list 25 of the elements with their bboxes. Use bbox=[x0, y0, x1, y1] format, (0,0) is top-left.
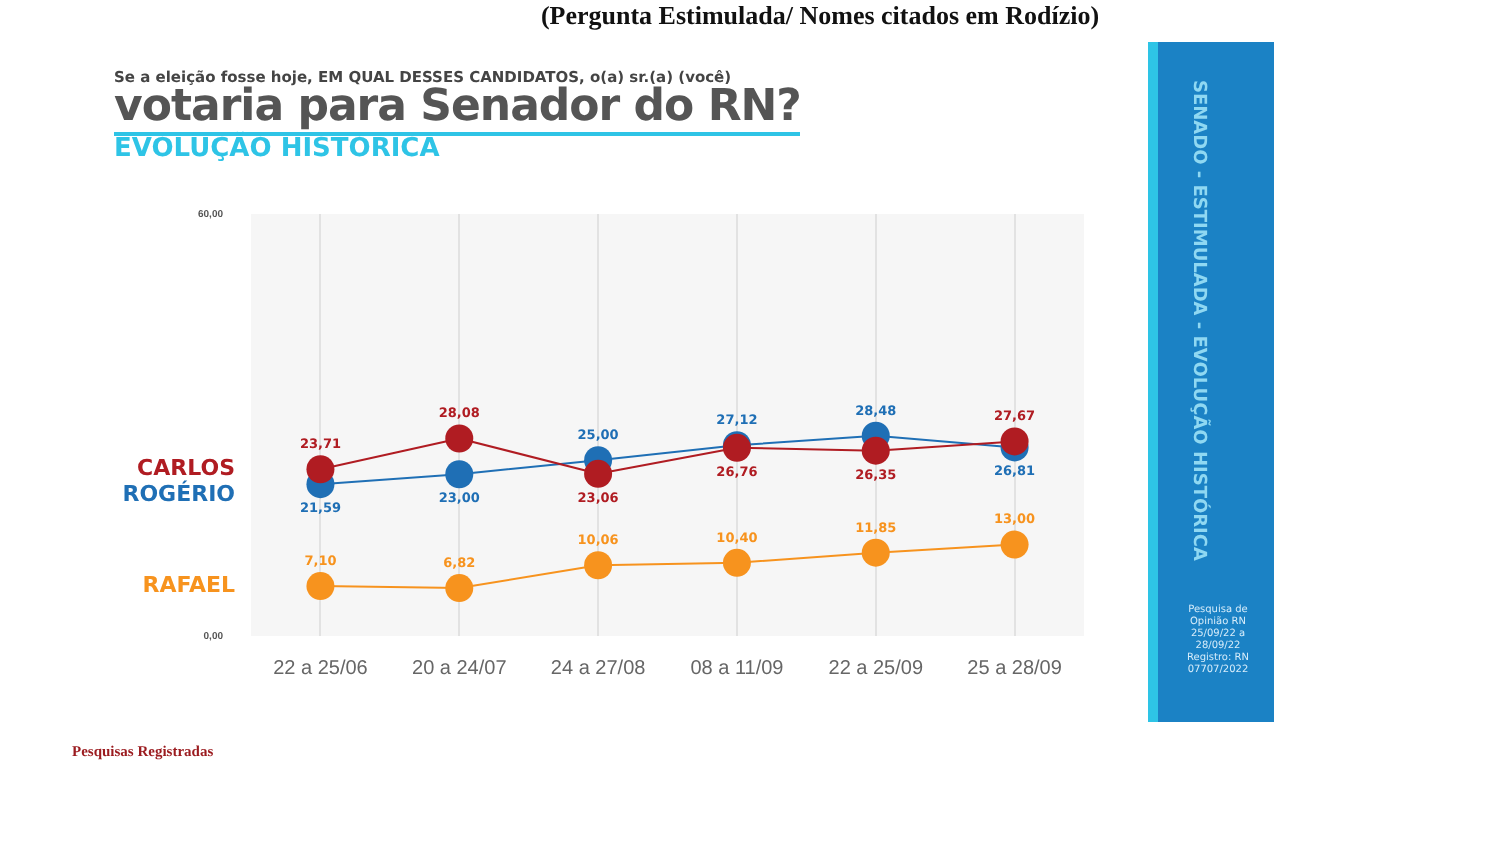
x-tick-label: 22 a 25/06 bbox=[273, 657, 369, 680]
text: (Pergunta Estimulada/ Nomes citados em Rodízio) bbox=[538, 0, 1102, 32]
point bbox=[584, 551, 613, 580]
x-tick-label: 22 a 25/09 bbox=[828, 657, 924, 680]
x-tick-label: 08 a 11/09 bbox=[690, 657, 785, 680]
x-tick-label: 20 a 24/07 bbox=[412, 657, 508, 680]
point bbox=[306, 455, 335, 484]
point bbox=[445, 460, 474, 489]
text: RAFAEL bbox=[142, 571, 236, 598]
chart-title: votaria para Senador do RN? bbox=[114, 82, 801, 136]
point bbox=[306, 572, 335, 601]
text: EVOLUÇÃO HISTÓRICA bbox=[114, 134, 440, 164]
point bbox=[445, 424, 474, 453]
point bbox=[722, 548, 751, 577]
text: ROGÉRIO bbox=[122, 478, 236, 507]
point bbox=[445, 574, 474, 603]
point bbox=[1000, 530, 1029, 559]
point bbox=[861, 538, 890, 567]
x-tick-label: 24 a 27/08 bbox=[550, 657, 647, 680]
point bbox=[861, 436, 890, 465]
x-tick-label: 25 a 28/09 bbox=[967, 657, 1063, 680]
point bbox=[584, 459, 613, 488]
text: CARLOS bbox=[137, 454, 236, 481]
point bbox=[1000, 427, 1029, 456]
text: SENADO - ESTIMULADA - EVOLUÇÃO HISTÓRICA bbox=[1188, 80, 1208, 565]
